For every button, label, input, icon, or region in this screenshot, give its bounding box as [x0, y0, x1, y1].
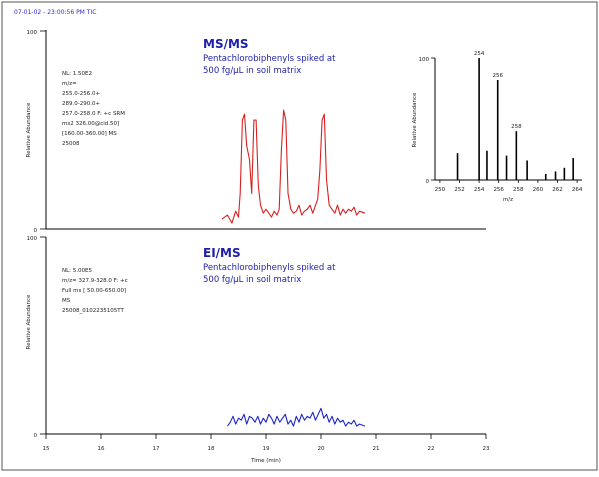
top-info-line: 25008 — [62, 141, 80, 147]
top-info-line: [160.00-360.00] MS — [62, 131, 117, 137]
bottom-trace-group — [227, 407, 366, 427]
top-info-line: ms2 326.00@cid.50] — [62, 121, 119, 127]
top-info-line: NL: 1.50E2 — [62, 71, 92, 77]
top-info-line: 289.0-290.0+ — [62, 101, 100, 107]
bottom-y-axis-label: Relative Abundance — [26, 294, 32, 350]
bottom-chart-subtitle-line-2: 500 fg/µL in soil matrix — [203, 275, 301, 285]
bottom-info-line: Full ms [ 50.00-650.00] — [62, 288, 126, 294]
inset-x-tick-label: 262 — [552, 187, 563, 193]
time-x-axis-label: Time (min) — [250, 458, 281, 464]
top-trace-group — [221, 109, 366, 224]
bottom-y-tick-label-0: 0 — [34, 433, 38, 439]
header-label: 07-01-02 - 23:00:56 PM TIC — [14, 9, 96, 16]
inset-x-tick-label: 264 — [572, 187, 583, 193]
time-x-tick-label: 20 — [318, 446, 325, 452]
time-x-tick-label: 15 — [43, 446, 50, 452]
inset-x-tick-label: 252 — [454, 187, 465, 193]
inset-peak-label: 254 — [474, 51, 485, 57]
top-chart-title: MS/MS — [203, 37, 249, 51]
top-panel: 100 0 Relative Abundance NL: 1.50E2 m/z=… — [26, 30, 583, 234]
bottom-info-line: MS — [62, 298, 71, 304]
time-x-tick-label: 18 — [208, 446, 215, 452]
top-chart-subtitle-line-2: 500 fg/µL in soil matrix — [203, 66, 301, 76]
bottom-info-block: NL: 5.00E5 m/z= 327.9-328.0 F: +c Full m… — [62, 268, 128, 314]
eims-chromatogram-trace — [227, 407, 366, 427]
inset-y-tick-label-100: 100 — [419, 57, 430, 63]
top-y-tick-label-100: 100 — [27, 30, 38, 36]
inset-peak-label: 256 — [492, 73, 503, 79]
inset-y-tick-label-0: 0 — [426, 179, 430, 185]
bottom-info-line: m/z= 327.9-328.0 F: +c — [62, 278, 128, 284]
time-x-ticks: 15 16 17 18 19 20 21 22 23 — [43, 434, 490, 452]
inset-bars — [456, 58, 574, 180]
inset-x-tick-label: 254 — [474, 187, 485, 193]
time-x-tick-label: 19 — [263, 446, 270, 452]
time-x-tick-label: 23 — [483, 446, 490, 452]
time-x-tick-label: 21 — [373, 446, 380, 452]
top-y-tick-label-0: 0 — [34, 228, 38, 234]
inset-y-axis-label: Relative Abundance — [412, 92, 418, 148]
top-info-line: 255.0-256.0+ — [62, 91, 100, 97]
inset-x-tick-label: 258 — [513, 187, 524, 193]
inset-peak-label: 258 — [511, 124, 522, 130]
inset-x-axis-label: m/z — [503, 197, 513, 203]
bottom-panel: 100 0 Relative Abundance NL: 5.00E5 m/z=… — [26, 236, 490, 464]
inset-x-tick-label: 250 — [435, 187, 446, 193]
time-x-tick-label: 17 — [153, 446, 160, 452]
time-x-tick-label: 22 — [428, 446, 435, 452]
bottom-y-tick-label-100: 100 — [27, 236, 38, 242]
top-chart-subtitle-line-1: Pentachlorobiphenyls spiked at — [203, 54, 336, 64]
bottom-chart-title: EI/MS — [203, 246, 241, 260]
top-info-line: 257.0-258.0 F: +c SRM — [62, 111, 125, 117]
inset-x-ticks: 250 252 254 256 258 260 262 264 — [435, 180, 583, 193]
inset-peak-labels: 254 256 258 — [474, 51, 522, 130]
top-info-block: NL: 1.50E2 m/z= 255.0-256.0+ 289.0-290.0… — [62, 71, 125, 147]
top-y-axis-label: Relative Abundance — [26, 102, 32, 158]
time-x-tick-label: 16 — [98, 446, 105, 452]
inset-x-tick-label: 260 — [533, 187, 544, 193]
bottom-chart-subtitle-line-1: Pentachlorobiphenyls spiked at — [203, 263, 336, 273]
inset-spectrum: 100 0 Relative Abundance m/z 250 252 254 25… — [412, 51, 583, 203]
bottom-info-line: 25008_0102235105TT — [62, 308, 125, 314]
msms-chromatogram-trace — [221, 109, 366, 224]
bottom-info-line: NL: 5.00E5 — [62, 268, 93, 274]
inset-x-tick-label: 256 — [493, 187, 504, 193]
top-info-line: m/z= — [62, 81, 77, 87]
